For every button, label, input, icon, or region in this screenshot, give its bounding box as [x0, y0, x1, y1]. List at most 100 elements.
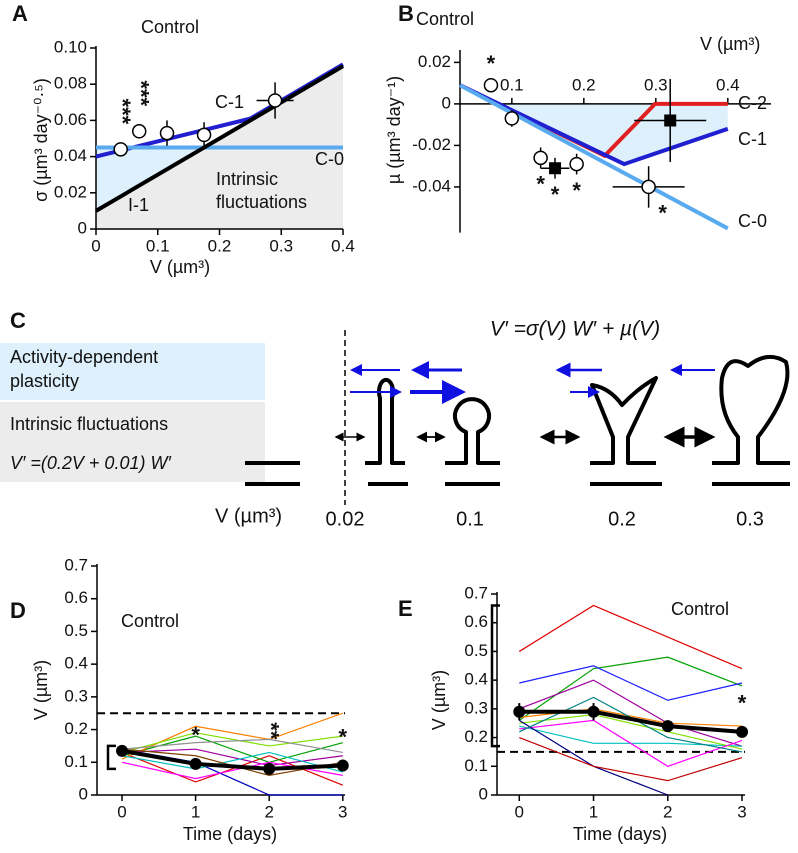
y-tick-label: 0.10 — [54, 37, 87, 56]
size-label: 0.1 — [456, 508, 484, 530]
significance-label: * — [487, 51, 496, 76]
equation: V′ =σ(V) W′ + µ(V) — [490, 318, 660, 341]
x-tick-label: 1 — [191, 802, 200, 821]
data-point — [113, 142, 128, 157]
chart-title: Control — [121, 611, 179, 631]
x-tick-label: 0.2 — [572, 75, 596, 94]
x-tick-label: 0 — [91, 236, 100, 255]
plasticity-arrows — [350, 361, 715, 404]
size-label: 0.3 — [736, 508, 764, 530]
spines — [245, 354, 790, 486]
y-axis-label: V (µm³) — [429, 670, 449, 730]
y-axis-label: σ (µm³ day⁻⁰·⁵) — [31, 78, 51, 202]
mean-point — [513, 705, 526, 718]
y-tick-label: 0.2 — [64, 719, 88, 738]
chart-title: Control — [671, 599, 729, 619]
series-label: C-1 — [215, 92, 244, 112]
x-axis-label: V (µm³) — [700, 34, 760, 54]
x-tick-label: 0.4 — [331, 236, 355, 255]
x-tick-label: 0 — [515, 802, 524, 821]
panel-chart: D Control Time (days) V (µm³) 0 0.1 0.2 0.3 0.4 0… — [10, 555, 349, 844]
x-tick-label: 3 — [737, 802, 746, 821]
y-tick-label: 0.02 — [418, 52, 451, 71]
y-tick-label: 0.06 — [54, 110, 87, 129]
panel-c: C V′ =σ(V) W′ + µ(V) Activity-dependent … — [0, 308, 790, 530]
axis-label: V (µm³) — [215, 505, 282, 527]
x-tick-label: 0.1 — [146, 236, 170, 255]
panel-letter: D — [10, 598, 26, 623]
y-tick-label: 0 — [79, 784, 88, 803]
series-line — [459, 83, 729, 231]
significance-label: * — [339, 724, 348, 749]
chart-title: Control — [416, 9, 474, 29]
x-tick-label: 0.3 — [644, 75, 668, 94]
series-label: C-0 — [315, 149, 344, 169]
y-tick-label: 0.5 — [464, 641, 488, 660]
data-point — [159, 125, 175, 141]
thin-spine — [365, 377, 408, 486]
y-tick-label: -0.02 — [412, 135, 451, 154]
mean-point — [189, 757, 202, 770]
panel-chart: B Control V (µm³) µ (µm³ day⁻¹) 0.02 0 -0.02 -0… — [384, 1, 771, 233]
significance-label: * — [738, 691, 747, 716]
significance-label: * — [572, 178, 581, 203]
series-label: I-1 — [128, 195, 149, 215]
mushroom-spine — [712, 354, 790, 486]
series-label: C-2 — [738, 93, 767, 113]
panel-letter: B — [398, 1, 414, 26]
y-tick-label: 0.4 — [64, 654, 88, 673]
series-line — [519, 737, 743, 782]
y-tick-label: 0.08 — [54, 74, 87, 93]
y-tick-label: 0.02 — [54, 182, 87, 201]
data-point — [504, 111, 520, 126]
funnel-spine — [590, 376, 662, 486]
y-axis-label: V (µm³) — [31, 660, 51, 720]
x-tick-label: 3 — [338, 802, 347, 821]
plasticity-area — [498, 103, 728, 165]
panel-letter: A — [12, 1, 28, 26]
series-line — [121, 751, 344, 786]
data-point — [549, 162, 562, 175]
significance-label: * — [191, 723, 200, 748]
y-tick-label: 0 — [78, 218, 87, 237]
series-line — [519, 713, 743, 750]
plasticity-label: Activity-dependent — [10, 347, 158, 367]
x-tick-label: 0 — [117, 802, 126, 821]
y-tick-label: 0 — [479, 784, 488, 803]
series-line — [519, 665, 743, 701]
x-tick-label: 2 — [663, 802, 672, 821]
fluctuation-equation: V′ =(0.2V + 0.01) W′ — [10, 453, 171, 473]
fluctuation-box — [0, 402, 265, 482]
plasticity-label: plasticity — [10, 371, 79, 391]
mean-point — [263, 762, 276, 775]
panel-letter: C — [10, 308, 26, 333]
fluctuation-label: Intrinsic fluctuations — [10, 414, 168, 434]
mean-point — [336, 759, 349, 772]
y-tick-label: 0.6 — [64, 588, 88, 607]
x-axis-label: Time (days) — [573, 824, 667, 844]
mean-line — [121, 748, 343, 771]
series-line — [121, 738, 343, 754]
data-point — [533, 150, 548, 166]
y-tick-label: 0.4 — [464, 670, 488, 689]
y-tick-label: 0.5 — [64, 621, 88, 640]
y-tick-label: 0.7 — [464, 583, 488, 602]
series-line — [519, 679, 743, 747]
size-label: 0.02 — [326, 508, 365, 530]
data-point — [267, 93, 283, 108]
size-label: 0.2 — [608, 508, 636, 530]
significance-label: * — [536, 172, 545, 197]
y-tick-label: 0.3 — [64, 686, 88, 705]
chart-title: Control — [141, 17, 199, 37]
range-bracket — [106, 744, 116, 771]
data-point — [196, 127, 212, 143]
series-label: C-0 — [738, 211, 767, 231]
y-tick-label: 0.1 — [464, 756, 488, 775]
y-axis-label: µ (µm³ day⁻¹) — [384, 76, 404, 184]
y-tick-label: -0.04 — [412, 176, 451, 195]
panel-chart: A Control V (µm³) σ (µm³ day⁻⁰·⁵) 0 0.02 0.04 0… — [12, 1, 355, 277]
x-axis-label: Time (days) — [183, 824, 277, 844]
series-line — [519, 719, 743, 767]
x-axis-label: V (µm³) — [150, 257, 210, 277]
